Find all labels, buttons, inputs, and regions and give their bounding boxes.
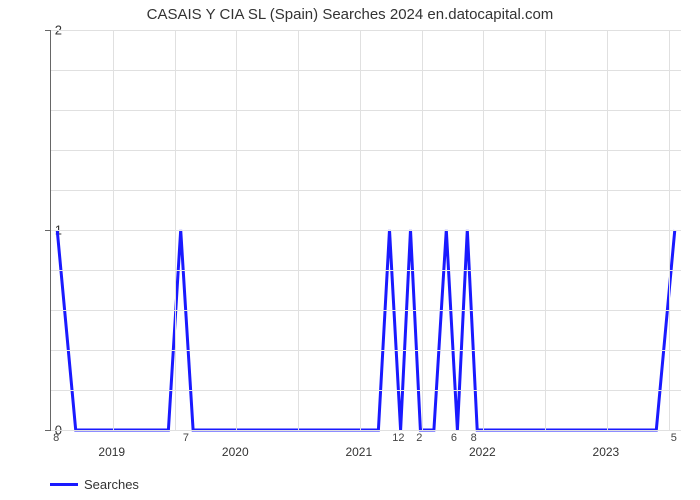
gridline-h [51,310,681,311]
gridline-v [113,30,114,430]
legend-label: Searches [84,477,139,492]
legend: Searches [50,477,139,492]
gridline-v [483,30,484,430]
gridline-h [51,390,681,391]
gridline-v [607,30,608,430]
data-label: 12 [392,432,404,444]
ytick-mark [45,230,50,231]
gridline-h [51,230,681,231]
gridline-v [298,30,299,430]
gridline-h [51,430,681,431]
gridline-h [51,110,681,111]
xtick-label: 2023 [593,445,620,459]
gridline-v [669,30,670,430]
gridline-v [360,30,361,430]
ytick-mark [45,430,50,431]
gridline-h [51,350,681,351]
chart-container: CASAIS Y CIA SL (Spain) Searches 2024 en… [0,0,700,500]
data-label: 7 [183,432,189,444]
gridline-v [175,30,176,430]
xtick-label: 2021 [345,445,372,459]
gridline-v [545,30,546,430]
gridline-h [51,70,681,71]
gridline-h [51,150,681,151]
xtick-label: 2020 [222,445,249,459]
gridline-h [51,270,681,271]
gridline-h [51,190,681,191]
data-label: 5 [671,432,677,444]
gridline-v [422,30,423,430]
gridline-v [236,30,237,430]
legend-swatch [50,483,78,486]
chart-title: CASAIS Y CIA SL (Spain) Searches 2024 en… [0,6,700,23]
data-label: 8 [471,432,477,444]
data-label: 2 [416,432,422,444]
xtick-label: 2019 [98,445,125,459]
data-label: 8 [53,432,59,444]
gridline-h [51,30,681,31]
xtick-label: 2022 [469,445,496,459]
plot-area [50,30,681,431]
ytick-mark [45,30,50,31]
data-label: 6 [451,432,457,444]
